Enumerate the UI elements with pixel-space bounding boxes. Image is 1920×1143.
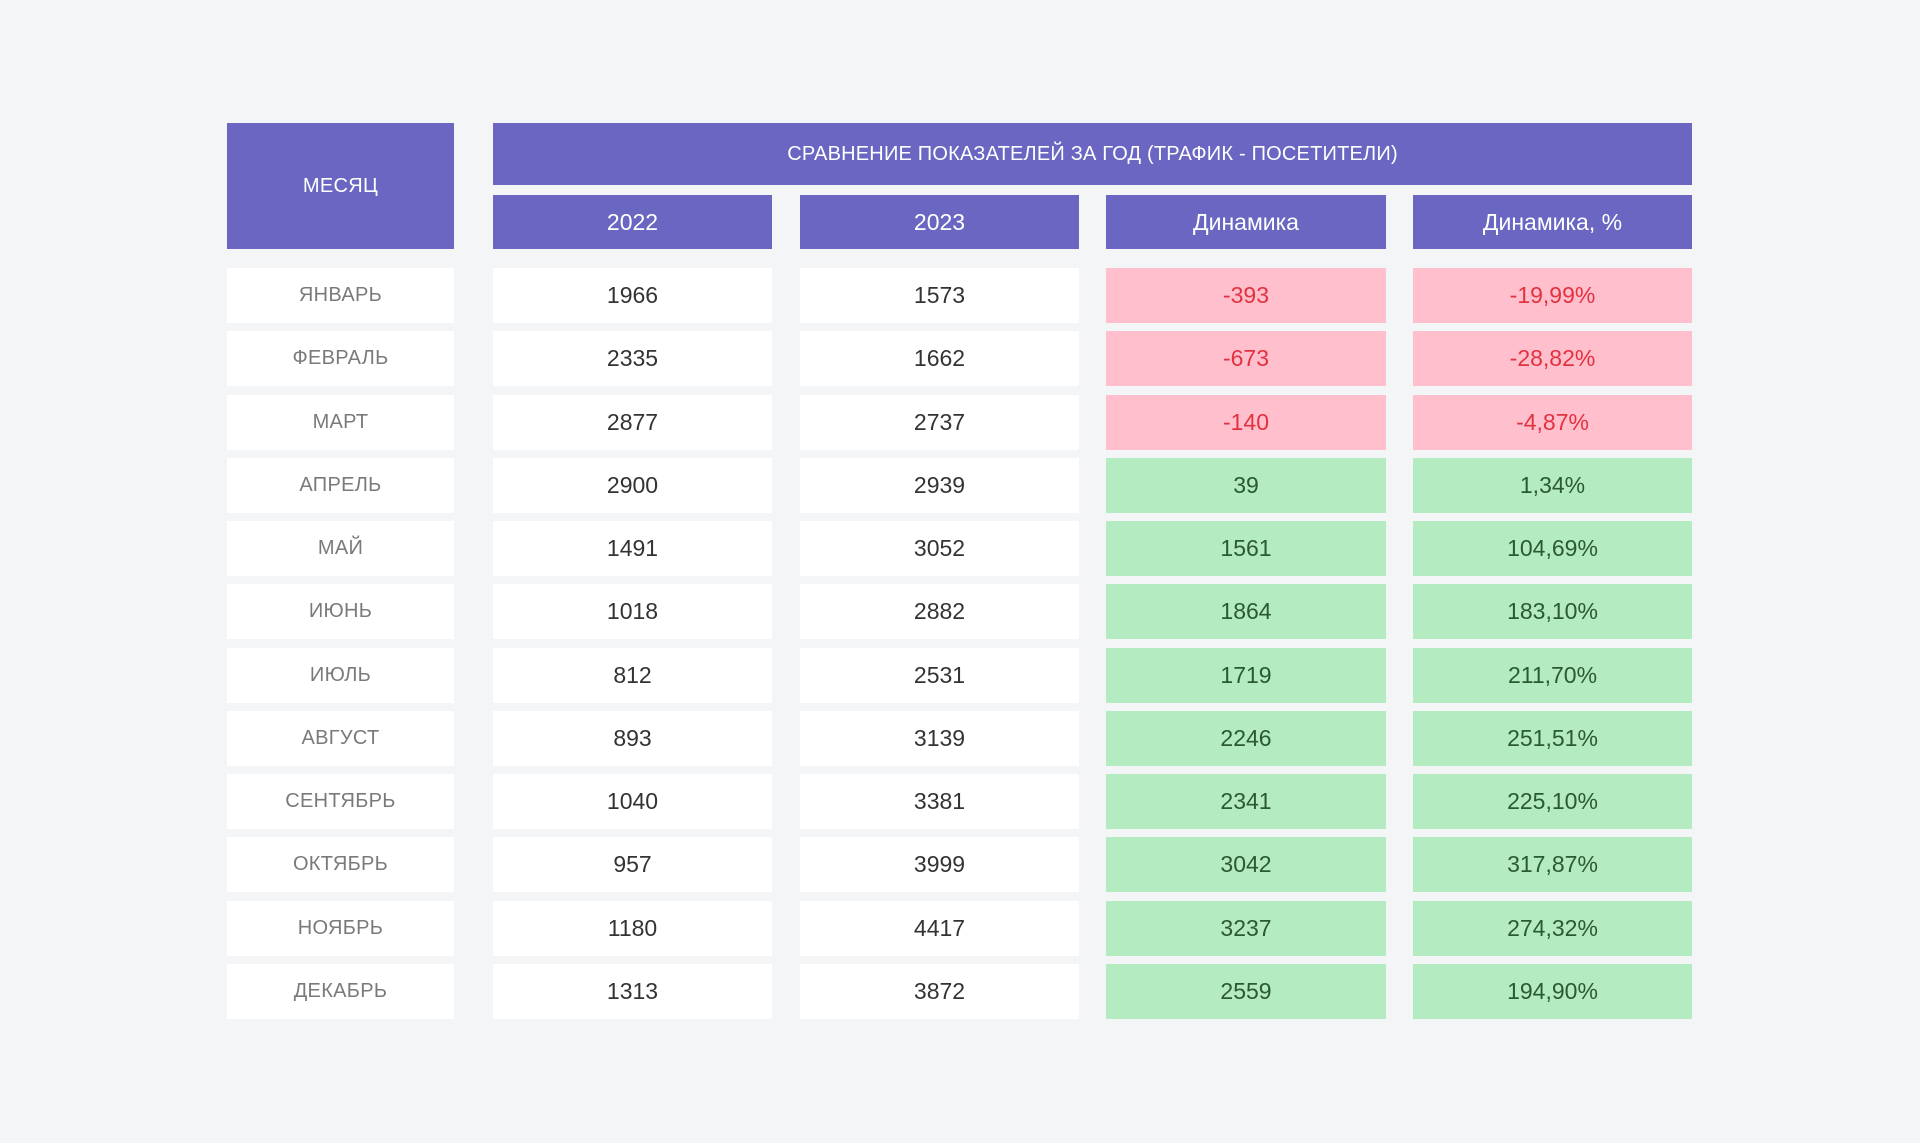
delta-cell: 2559 [1106, 964, 1386, 1019]
value-2022-cell: 2900 [493, 458, 772, 513]
value-2022-cell: 2877 [493, 395, 772, 450]
value-2023-cell: 3381 [800, 774, 1079, 829]
delta-cell: 3237 [1106, 901, 1386, 956]
column-header-2023: 2023 [800, 195, 1079, 249]
month-cell: ЯНВАРЬ [227, 268, 454, 323]
value-2023-cell: 2939 [800, 458, 1079, 513]
column-header-delta: Динамика [1106, 195, 1386, 249]
column-header-delta-percent: Динамика, % [1413, 195, 1692, 249]
delta-percent-cell: 194,90% [1413, 964, 1692, 1019]
month-cell: ИЮЛЬ [227, 648, 454, 703]
value-2023-cell: 2737 [800, 395, 1079, 450]
value-2022-cell: 812 [493, 648, 772, 703]
value-2022-cell: 2335 [493, 331, 772, 386]
value-2022-cell: 893 [493, 711, 772, 766]
value-2023-cell: 1573 [800, 268, 1079, 323]
value-2022-cell: 1040 [493, 774, 772, 829]
value-2022-cell: 1491 [493, 521, 772, 576]
month-header: МЕСЯЦ [227, 123, 454, 249]
month-cell: МАЙ [227, 521, 454, 576]
delta-cell: 1864 [1106, 584, 1386, 639]
month-cell: СЕНТЯБРЬ [227, 774, 454, 829]
delta-cell: -393 [1106, 268, 1386, 323]
delta-percent-cell: 274,32% [1413, 901, 1692, 956]
month-cell: ФЕВРАЛЬ [227, 331, 454, 386]
month-cell: ДЕКАБРЬ [227, 964, 454, 1019]
delta-cell: 3042 [1106, 837, 1386, 892]
value-2023-cell: 2882 [800, 584, 1079, 639]
value-2022-cell: 1180 [493, 901, 772, 956]
value-2022-cell: 957 [493, 837, 772, 892]
value-2023-cell: 3999 [800, 837, 1079, 892]
table-title: СРАВНЕНИЕ ПОКАЗАТЕЛЕЙ ЗА ГОД (ТРАФИК - П… [493, 123, 1692, 185]
delta-cell: 1719 [1106, 648, 1386, 703]
value-2022-cell: 1966 [493, 268, 772, 323]
value-2023-cell: 4417 [800, 901, 1079, 956]
delta-percent-cell: 104,69% [1413, 521, 1692, 576]
month-cell: НОЯБРЬ [227, 901, 454, 956]
month-cell: ОКТЯБРЬ [227, 837, 454, 892]
delta-cell: 1561 [1106, 521, 1386, 576]
delta-percent-cell: 183,10% [1413, 584, 1692, 639]
delta-percent-cell: -4,87% [1413, 395, 1692, 450]
month-cell: АВГУСТ [227, 711, 454, 766]
month-cell: АПРЕЛЬ [227, 458, 454, 513]
value-2022-cell: 1313 [493, 964, 772, 1019]
delta-cell: 39 [1106, 458, 1386, 513]
value-2023-cell: 1662 [800, 331, 1079, 386]
delta-percent-cell: 225,10% [1413, 774, 1692, 829]
delta-percent-cell: 251,51% [1413, 711, 1692, 766]
column-header-2022: 2022 [493, 195, 772, 249]
delta-cell: -140 [1106, 395, 1386, 450]
delta-cell: -673 [1106, 331, 1386, 386]
value-2023-cell: 3139 [800, 711, 1079, 766]
value-2023-cell: 3052 [800, 521, 1079, 576]
delta-percent-cell: 211,70% [1413, 648, 1692, 703]
delta-percent-cell: 317,87% [1413, 837, 1692, 892]
delta-cell: 2341 [1106, 774, 1386, 829]
delta-percent-cell: -28,82% [1413, 331, 1692, 386]
month-cell: МАРТ [227, 395, 454, 450]
month-cell: ИЮНЬ [227, 584, 454, 639]
value-2023-cell: 3872 [800, 964, 1079, 1019]
value-2022-cell: 1018 [493, 584, 772, 639]
delta-percent-cell: 1,34% [1413, 458, 1692, 513]
delta-percent-cell: -19,99% [1413, 268, 1692, 323]
delta-cell: 2246 [1106, 711, 1386, 766]
value-2023-cell: 2531 [800, 648, 1079, 703]
